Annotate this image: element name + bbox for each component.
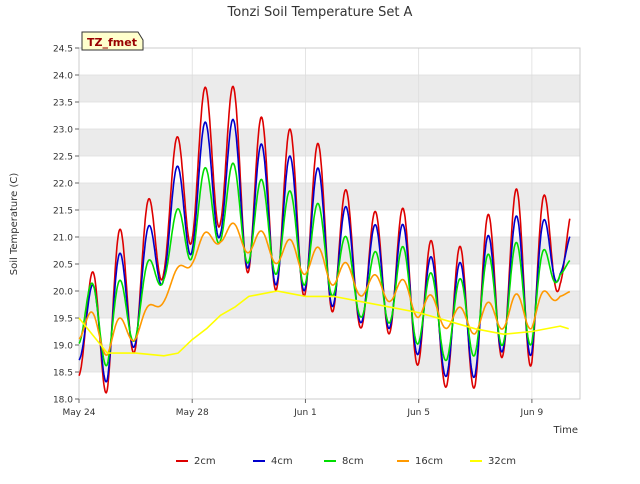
- plot-frame: [78, 47, 581, 400]
- y-tick-label: 19.5: [53, 315, 73, 325]
- legend-label-32cm: 32cm: [488, 456, 516, 467]
- x-tick-label: Jun 5: [406, 408, 430, 418]
- y-tick-label: 20.0: [53, 288, 73, 298]
- y-tick-label: 18.0: [53, 396, 73, 406]
- plot-band: [79, 237, 580, 264]
- y-tick-label: 23.5: [53, 99, 73, 109]
- x-tick-label: Jun 9: [520, 408, 544, 418]
- plot-band: [79, 183, 580, 210]
- x-tick-label: May 28: [176, 408, 209, 418]
- series-line-32cm: [78, 290, 569, 357]
- series-line-4cm: [78, 118, 571, 383]
- plot-band: [79, 75, 580, 102]
- chart-title: Tonzi Soil Temperature Set A: [227, 5, 413, 20]
- y-axis: 18.0 18.5 19.0 19.5 20.0 20.5 21.0 21.5 22.0 22.5…: [53, 45, 79, 406]
- x-axis: May 24 May 28 Jun 1 Jun 5 Jun 9: [63, 399, 544, 418]
- x-tick-label: Jun 1: [293, 408, 317, 418]
- y-axis-label: Soil Temperature (C): [9, 173, 20, 276]
- y-tick-label: 21.0: [53, 234, 73, 244]
- series-lines: [78, 85, 571, 394]
- y-tick-label: 23.0: [53, 126, 73, 136]
- y-tick-label: 20.5: [53, 261, 73, 271]
- y-tick-label: 22.0: [53, 180, 73, 190]
- legend-label-8cm: 8cm: [342, 456, 364, 467]
- plot-band: [79, 345, 580, 372]
- y-tick-label: 24.0: [53, 72, 73, 82]
- site-tag-label: TZ_fmet: [87, 36, 137, 49]
- site-tag-box: [81, 31, 144, 51]
- legend: 2cm 4cm 8cm 16cm 32cm: [176, 456, 516, 467]
- y-tick-label: 19.0: [53, 342, 73, 352]
- y-tick-label: 21.5: [53, 207, 73, 217]
- site-tag: TZ_fmet: [81, 31, 144, 51]
- series-line-8cm: [78, 162, 571, 367]
- legend-label-4cm: 4cm: [271, 456, 293, 467]
- plot-band: [79, 129, 580, 156]
- legend-label-2cm: 2cm: [194, 456, 216, 467]
- y-tick-label: 22.5: [53, 153, 73, 163]
- x-tick-label: May 24: [63, 408, 96, 418]
- y-tick-label: 24.5: [53, 45, 73, 55]
- series-line-16cm: [78, 222, 571, 356]
- legend-label-16cm: 16cm: [415, 456, 443, 467]
- y-tick-label: 18.5: [53, 369, 73, 379]
- x-axis-label: Time: [553, 425, 578, 436]
